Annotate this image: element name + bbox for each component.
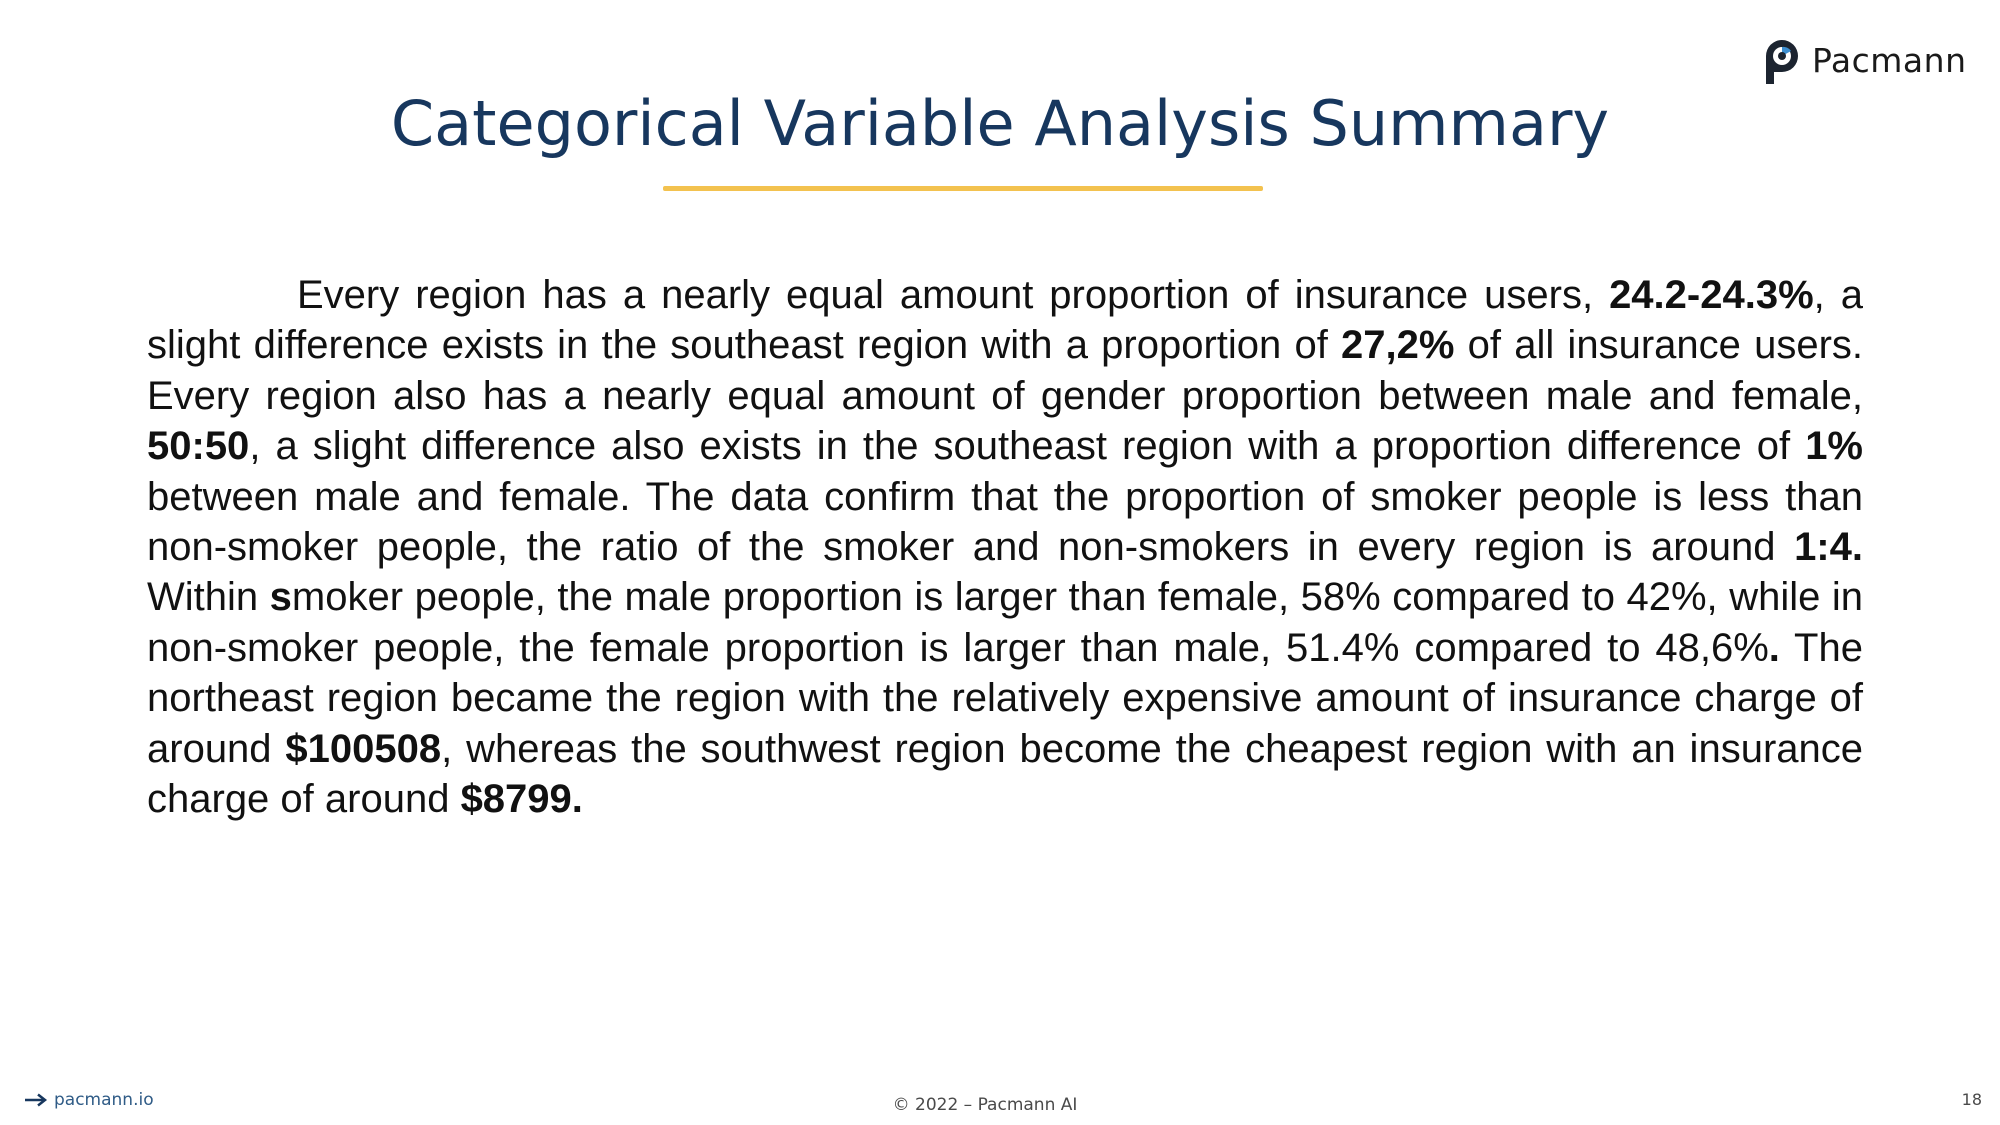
highlight-region-proportion: 24.2-24.3% bbox=[1609, 273, 1814, 317]
highlight-southwest-charge: $8799. bbox=[460, 777, 583, 822]
text-segment: moker people, the male proportion is lar… bbox=[147, 575, 1864, 670]
highlight-gender-ratio: 50:50 bbox=[147, 424, 250, 469]
text-segment: of all insurance users. Every region als… bbox=[147, 323, 1863, 418]
text-segment: Every region has a nearly equal amount p… bbox=[297, 273, 1610, 317]
footer-copyright: © 2022 – Pacmann AI bbox=[892, 1095, 1078, 1115]
text-segment: , a slight difference also exists in the… bbox=[249, 424, 1806, 469]
brand-name: Pacmann bbox=[1812, 40, 1967, 80]
text-segment: The northeast region became the region w… bbox=[147, 625, 1863, 771]
brand-logo: Pacmann bbox=[1760, 34, 1966, 86]
pacmann-logo-icon bbox=[1766, 40, 1798, 84]
highlight-southeast-proportion: 27,2% bbox=[1341, 323, 1455, 368]
highlight-letter: s bbox=[269, 575, 292, 620]
highlight-northeast-charge: $100508 bbox=[285, 726, 442, 771]
title-underline bbox=[663, 186, 1263, 191]
text-segment: Within bbox=[147, 575, 270, 620]
text-segment: , whereas the southwest region become th… bbox=[147, 726, 1863, 822]
highlight-smoker-ratio: 1:4. bbox=[1794, 525, 1863, 570]
footer-link-text[interactable]: pacmann.io bbox=[54, 1090, 154, 1110]
page-title: Categorical Variable Analysis Summary bbox=[390, 87, 1610, 160]
page-number: 18 bbox=[1961, 1090, 1982, 1109]
highlight-gender-difference: 1% bbox=[1805, 424, 1863, 469]
footer-website-link[interactable]: pacmann.io bbox=[24, 1090, 154, 1110]
highlight-period: . bbox=[1768, 625, 1780, 670]
text-segment: between male and female. The data confir… bbox=[147, 474, 1863, 570]
arrow-right-icon bbox=[25, 1093, 48, 1107]
summary-paragraph: Every region has a nearly equal amount p… bbox=[147, 270, 1863, 824]
text-segment: , a slight difference exists in the sout… bbox=[147, 273, 1863, 368]
